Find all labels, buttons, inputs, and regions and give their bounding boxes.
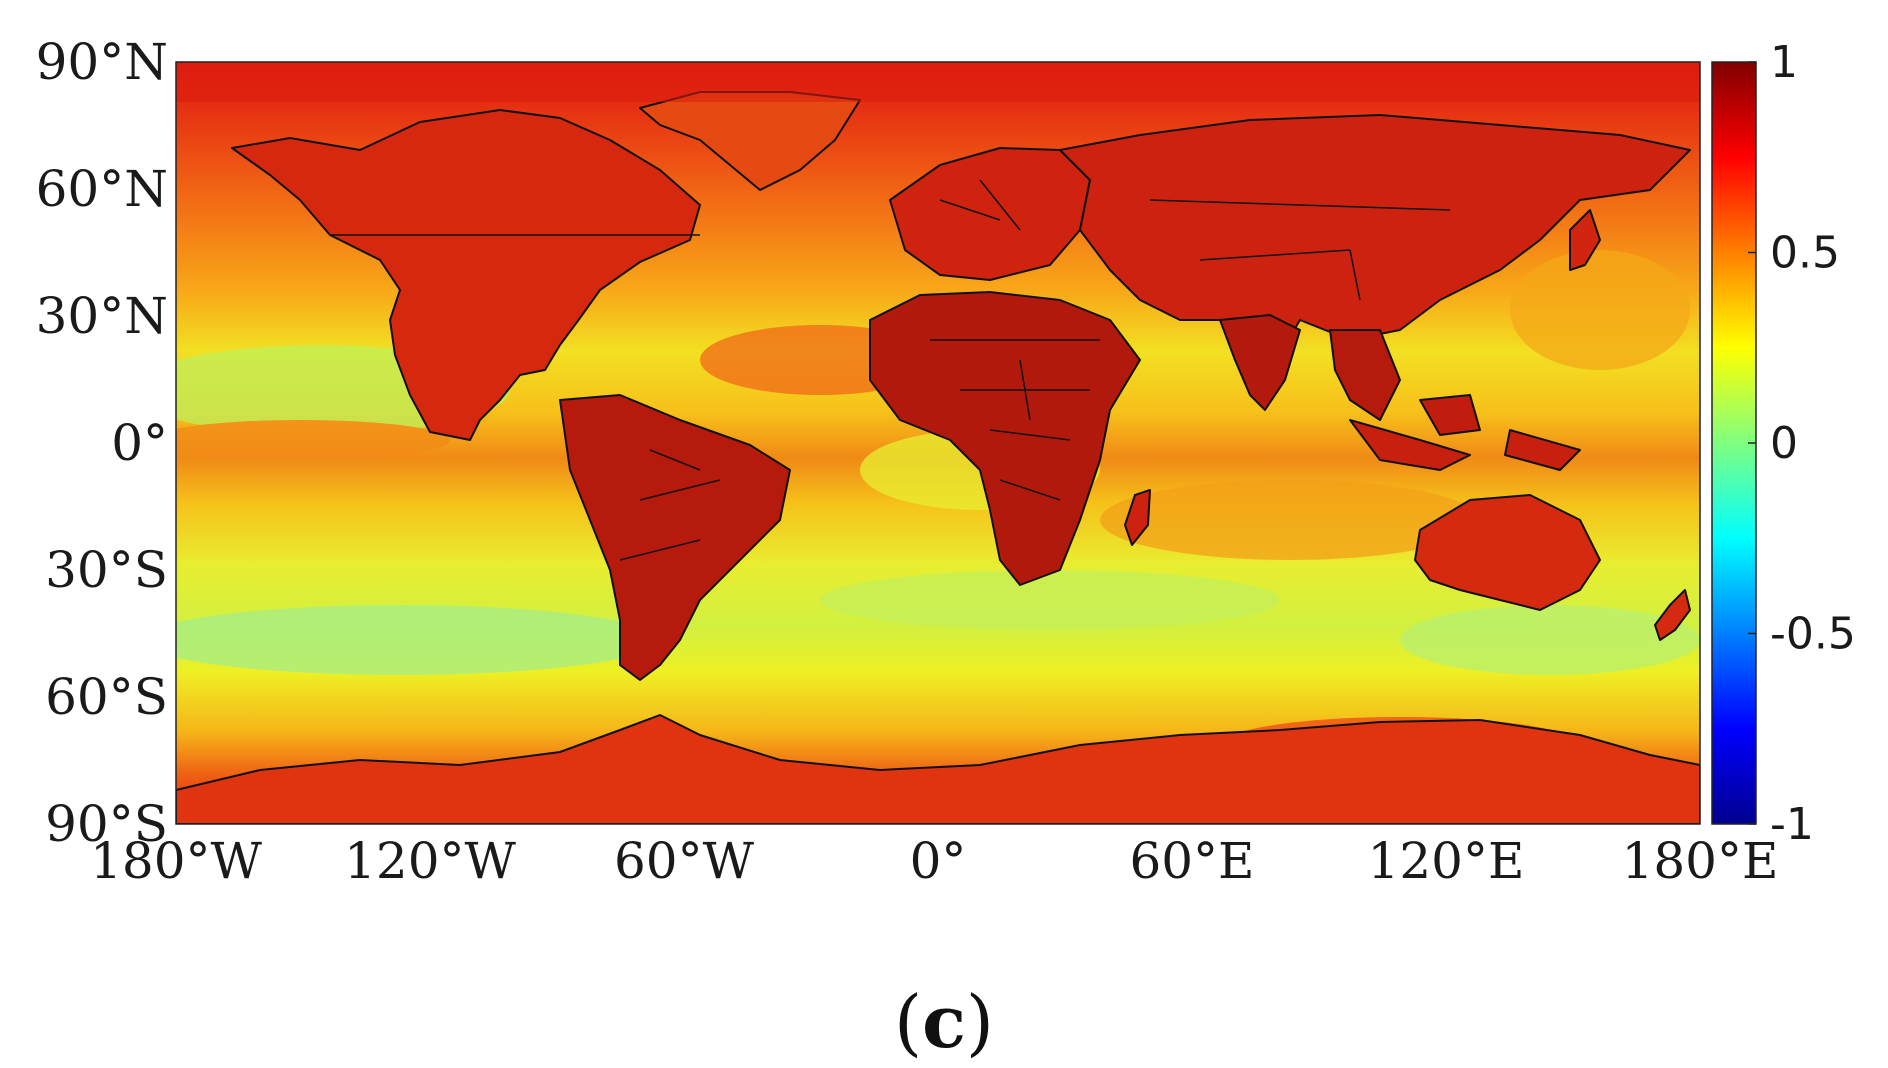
colorbar-tick-label: 0 bbox=[1770, 418, 1798, 469]
y-tick-label: 60°N bbox=[36, 160, 168, 218]
x-tick-label: 120°E bbox=[1368, 832, 1525, 890]
panel-label-letter: c bbox=[922, 979, 966, 1064]
y-tick-label: 0° bbox=[111, 414, 168, 472]
y-tick-label: 30°N bbox=[36, 287, 168, 345]
y-tick-label: 90°N bbox=[36, 33, 168, 91]
x-tick-labels: 180°W 120°W 60°W 0° 60°E 120°E 180°E bbox=[90, 832, 1778, 890]
y-tick-label: 60°S bbox=[45, 668, 168, 726]
colorbar-tick-label: 0.5 bbox=[1770, 228, 1840, 279]
map-field bbox=[176, 62, 1700, 824]
x-tick-label: 120°W bbox=[344, 832, 516, 890]
y-tick-labels: 90°N 60°N 30°N 0° 30°S 60°S 90°S bbox=[36, 33, 168, 853]
colorbar-tick-label: 1 bbox=[1770, 37, 1798, 88]
y-tick-label: 30°S bbox=[45, 541, 168, 599]
x-tick-label: 60°W bbox=[614, 832, 755, 890]
map-frame bbox=[175, 61, 1701, 825]
colorbar-tick-label: -0.5 bbox=[1770, 609, 1856, 660]
panel-label: (c) bbox=[0, 979, 1888, 1064]
panel-label-open: ( bbox=[893, 980, 923, 1064]
x-tick-label: 180°E bbox=[1622, 832, 1779, 890]
colorbar-tick-labels: 1 0.5 0 -0.5 -1 bbox=[1748, 37, 1856, 850]
x-tick-label: 180°W bbox=[90, 832, 262, 890]
land-masses bbox=[176, 91, 1700, 824]
colorbar-tick-label: -1 bbox=[1770, 799, 1814, 850]
x-tick-label: 0° bbox=[910, 832, 967, 890]
panel-label-close: ) bbox=[965, 980, 995, 1064]
y-tick-label: 90°S bbox=[45, 795, 168, 853]
x-tick-label: 60°E bbox=[1129, 832, 1254, 890]
